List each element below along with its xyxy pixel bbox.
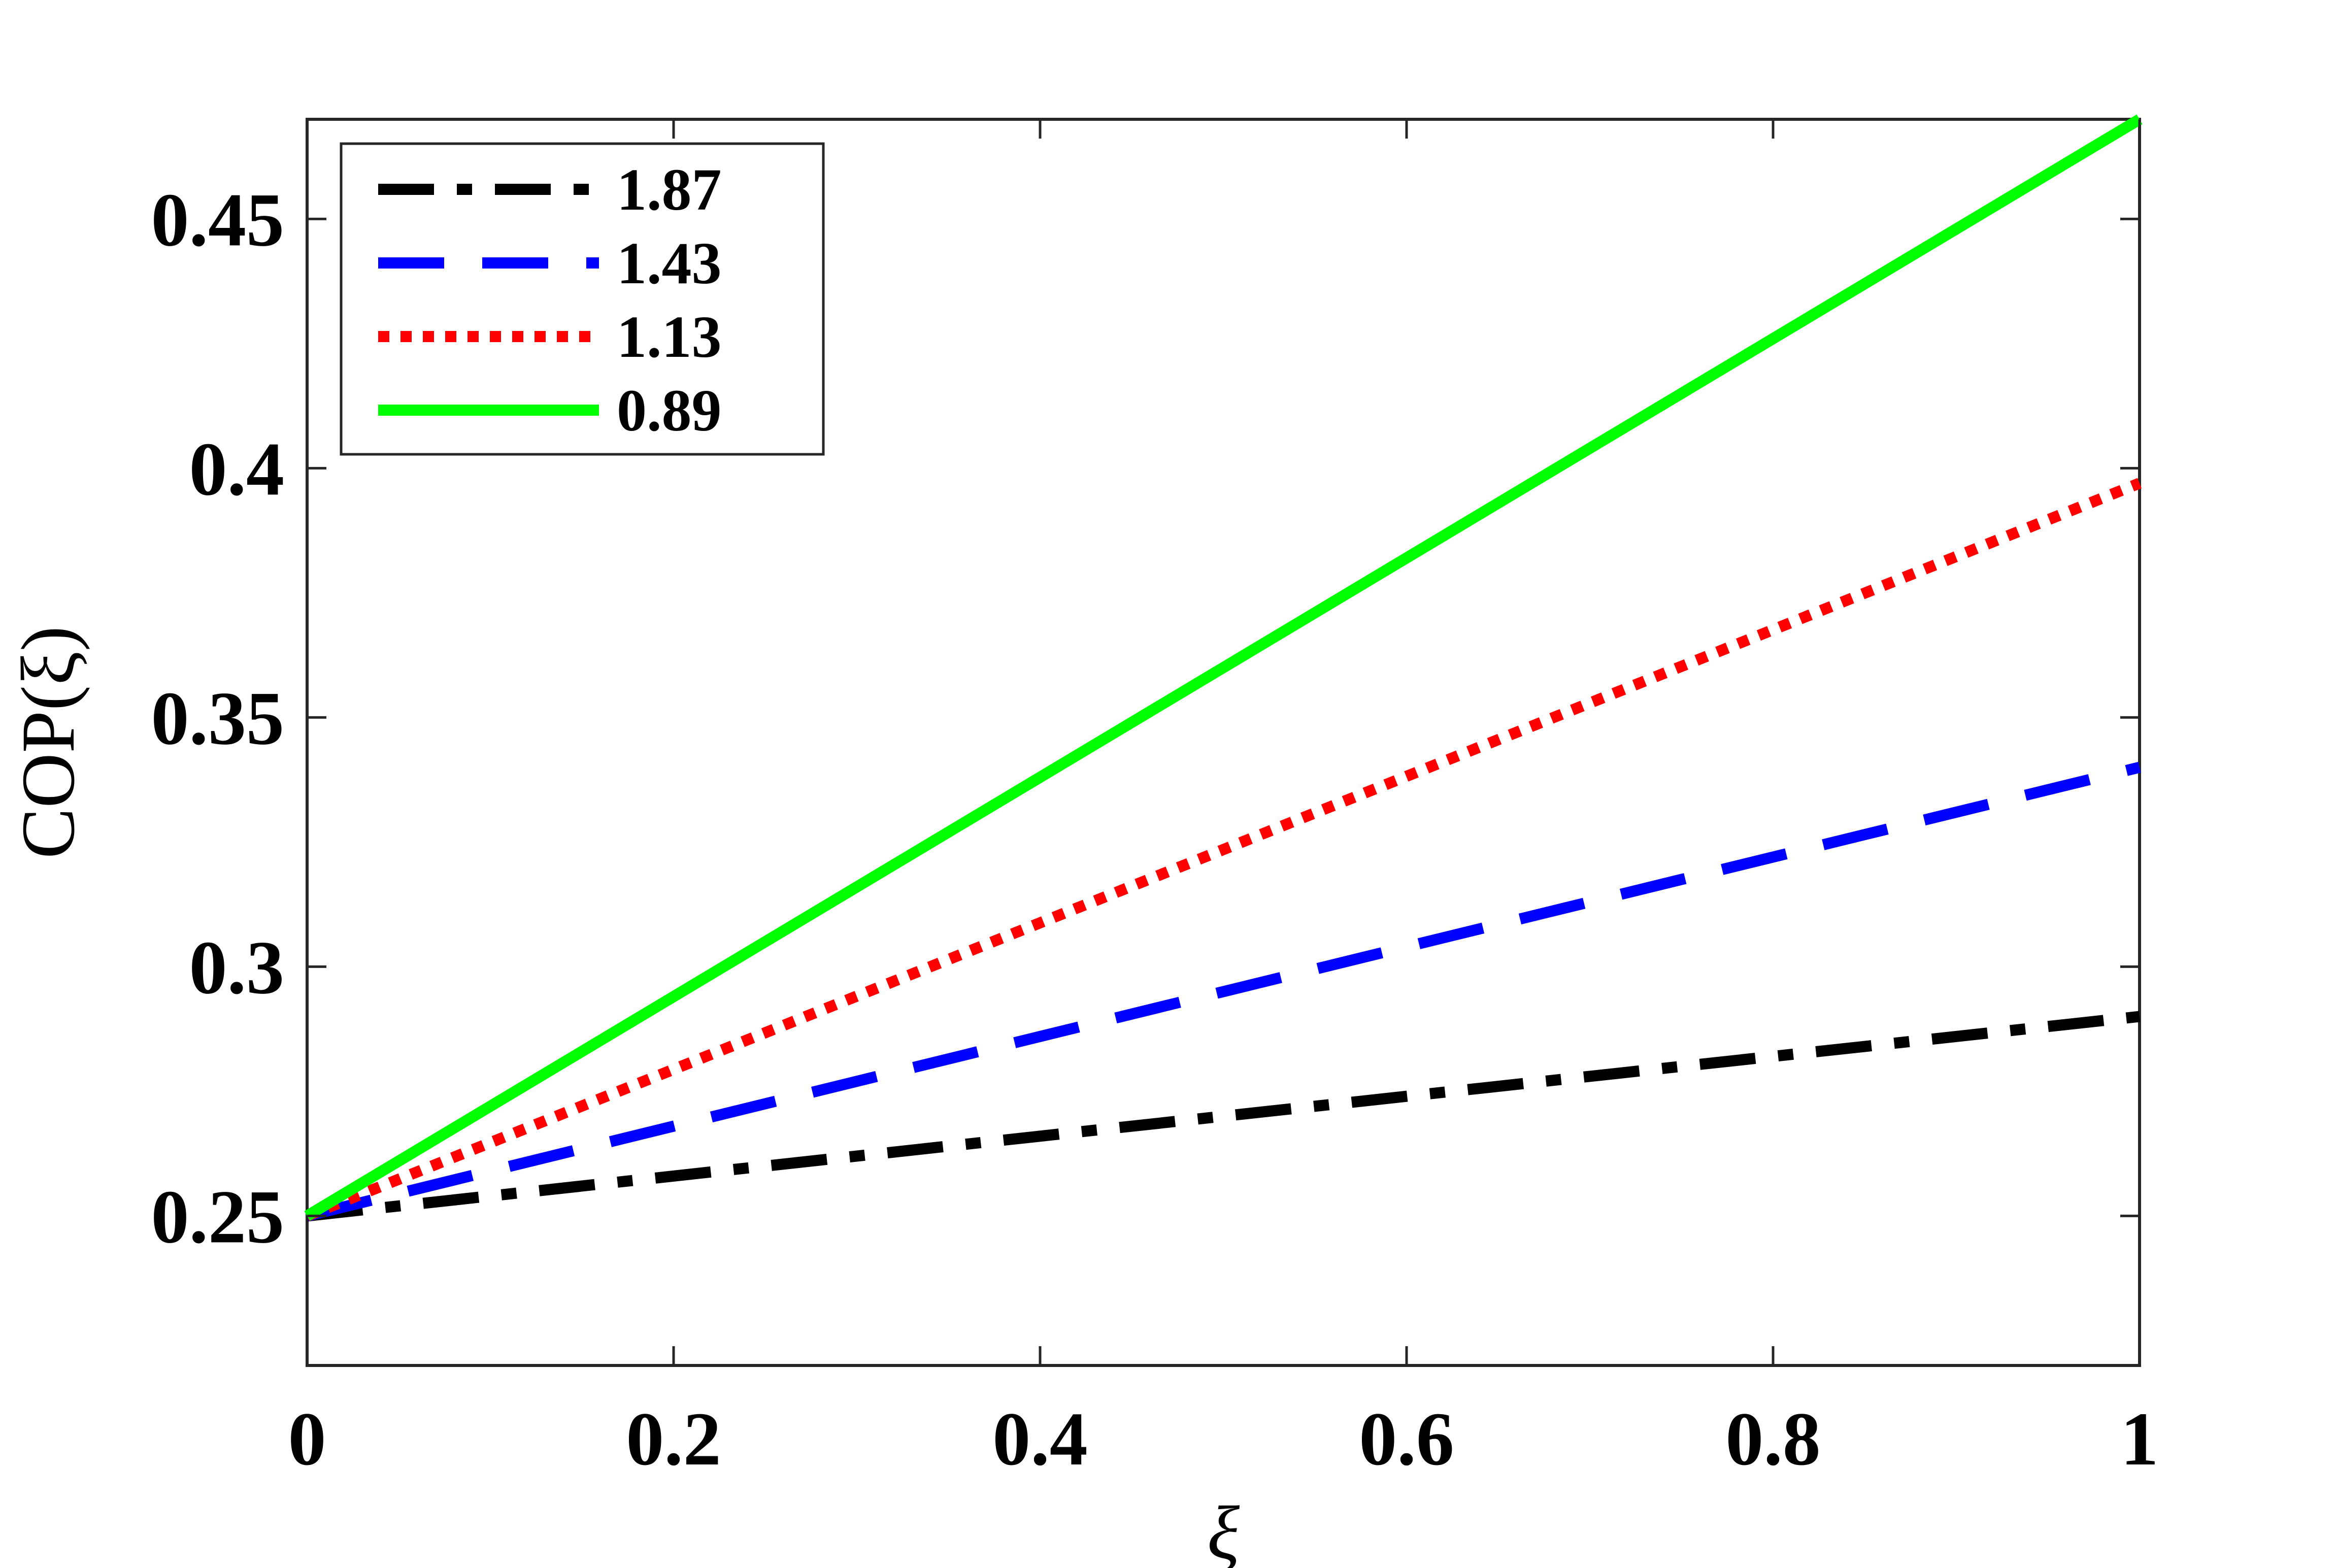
legend-box	[340, 142, 825, 456]
series-line-0.89	[304, 114, 2143, 1221]
legend: 1.87 1.43 1.13 0.89	[340, 142, 825, 456]
x-axis-label: ξ	[1207, 1491, 1240, 1568]
legend-label-0.89: 0.89	[617, 377, 722, 444]
plot-area-frame	[306, 118, 2141, 1367]
x-tick-label: 0.2	[626, 1397, 721, 1481]
y-tick-label: 0.4	[189, 427, 285, 511]
x-tick-label: 0	[288, 1397, 326, 1481]
x-tick-label: 0.4	[992, 1397, 1088, 1481]
legend-label-1.43: 1.43	[617, 230, 722, 296]
y-tick-label: 0.3	[189, 925, 285, 1010]
y-tick-label: 0.35	[151, 676, 285, 760]
series-line-1.87	[306, 1011, 2141, 1222]
series-layer	[304, 114, 2143, 1222]
x-tick-label: 1	[2121, 1397, 2159, 1481]
x-tick-label: 0.6	[1359, 1397, 1454, 1481]
x-tick-label: 0.8	[1725, 1397, 1821, 1481]
y-axis-label: COP(ξ)	[6, 626, 90, 859]
y-tick-label: 0.45	[151, 178, 285, 262]
ticks-layer	[306, 119, 2141, 1365]
y-tick-label: 0.25	[151, 1175, 285, 1259]
series-line-1.13	[305, 478, 2142, 1221]
series-line-1.43	[306, 761, 2141, 1222]
tick-labels-layer: 0 0.2 0.4 0.6 0.8 1 0.25 0.3 0.35 0.4 0.45	[151, 178, 2159, 1481]
legend-label-1.87: 1.87	[617, 156, 722, 223]
legend-label-1.13: 1.13	[617, 304, 722, 370]
